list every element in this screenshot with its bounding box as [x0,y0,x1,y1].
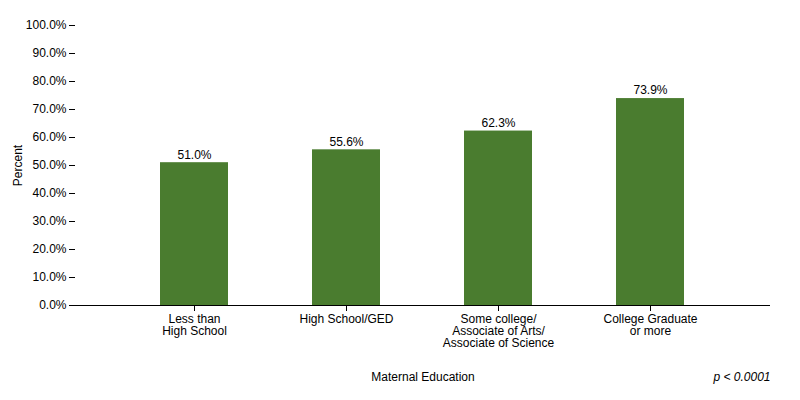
svg-text:50.0%: 50.0% [32,158,66,172]
svg-text:20.0%: 20.0% [32,242,66,256]
svg-text:Less thanHigh School: Less thanHigh School [162,312,227,338]
svg-text:62.3%: 62.3% [481,116,515,130]
svg-text:High School/GED: High School/GED [299,312,393,326]
svg-text:40.0%: 40.0% [32,186,66,200]
svg-text:Percent: Percent [11,144,25,186]
svg-text:70.0%: 70.0% [32,102,66,116]
svg-text:College Graduateor more: College Graduateor more [603,312,697,338]
svg-text:0.0%: 0.0% [39,298,67,312]
svg-text:Some college/Associate of Arts: Some college/Associate of Arts/Associate… [443,312,555,350]
svg-text:73.9%: 73.9% [633,83,667,97]
svg-text:90.0%: 90.0% [32,46,66,60]
svg-text:100.0%: 100.0% [26,18,67,32]
svg-text:60.0%: 60.0% [32,130,66,144]
svg-text:Maternal Education: Maternal Education [371,370,474,384]
svg-text:10.0%: 10.0% [32,270,66,284]
svg-text:55.6%: 55.6% [329,135,363,149]
svg-text:p < 0.0001: p < 0.0001 [712,370,770,384]
svg-text:30.0%: 30.0% [32,214,66,228]
svg-text:80.0%: 80.0% [32,74,66,88]
svg-text:51.0%: 51.0% [177,148,211,162]
